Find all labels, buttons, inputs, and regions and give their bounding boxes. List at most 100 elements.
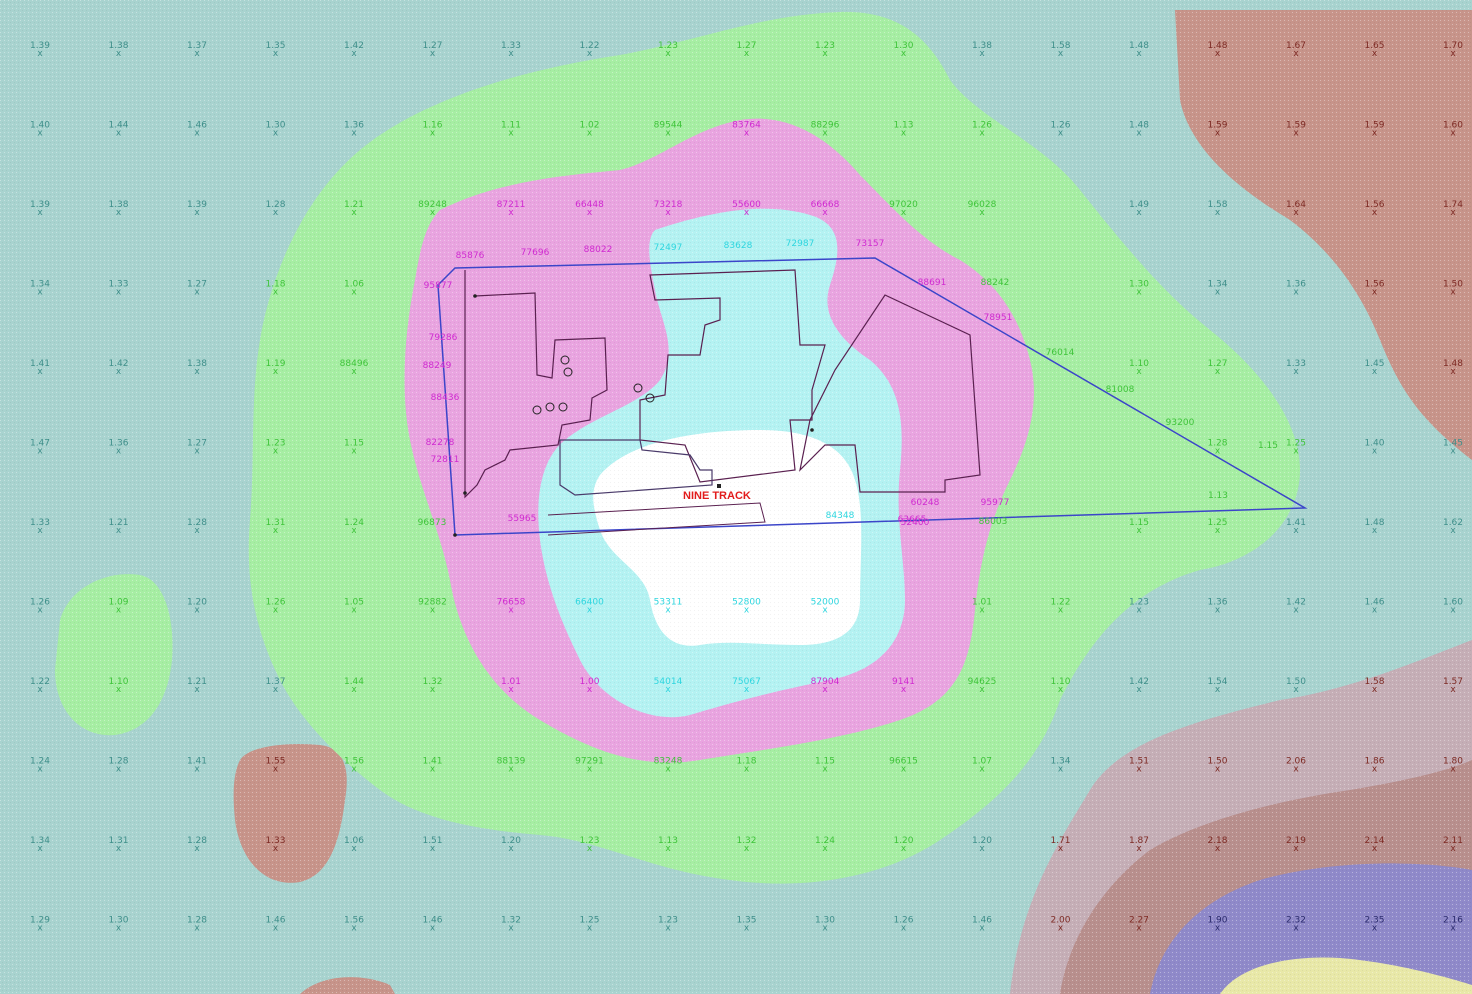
- building-outline-west[interactable]: [464, 270, 608, 499]
- grid-value-label: 1.37: [187, 41, 207, 51]
- grid-tick-mark: x: [979, 844, 985, 854]
- grid-tick-mark: x: [1450, 685, 1456, 695]
- grid-value-label: 1.20: [187, 598, 207, 608]
- grid-value-label: 1.20: [501, 836, 521, 846]
- grid-tick-mark: x: [587, 685, 593, 695]
- grid-value-label: 1.26: [972, 121, 992, 131]
- inner-value-label: 86003: [979, 517, 1008, 527]
- grid-value-label: 66448: [575, 200, 604, 210]
- grid-tick-mark: x: [744, 49, 750, 59]
- grid-value-label: 87904: [811, 677, 840, 687]
- monitor-point[interactable]: [563, 367, 573, 377]
- grid-tick-mark: x: [194, 606, 200, 616]
- grid-value-label: 1.18: [265, 280, 285, 290]
- grid-tick-mark: x: [116, 129, 122, 139]
- grid-tick-mark: x: [1372, 129, 1378, 139]
- grid-value-label: 1.15: [1129, 518, 1149, 528]
- grid-value-label: 1.30: [1129, 280, 1149, 290]
- grid-tick-mark: x: [979, 685, 985, 695]
- monitor-point[interactable]: [532, 405, 542, 415]
- grid-value-label: 1.50: [1443, 280, 1463, 290]
- grid-value-label: 1.42: [1286, 598, 1306, 608]
- site-label[interactable]: NINE TRACK: [683, 490, 751, 502]
- grid-tick-mark: x: [37, 288, 43, 298]
- grid-tick-mark: x: [116, 924, 122, 934]
- grid-value-label: 1.86: [1364, 757, 1384, 767]
- grid-tick-mark: x: [430, 844, 436, 854]
- grid-value-label: 1.65: [1364, 41, 1384, 51]
- grid-value-label: 88496: [340, 359, 369, 369]
- grid-value-label: 1.48: [1443, 359, 1463, 369]
- grid-tick-mark: x: [901, 208, 907, 218]
- grid-tick-mark: x: [508, 208, 514, 218]
- grid-tick-mark: x: [351, 606, 357, 616]
- grid-value-label: 1.05: [344, 598, 364, 608]
- grid-value-label: 2.18: [1207, 836, 1227, 846]
- grid-value-label: 1.56: [344, 916, 364, 926]
- grid-value-label: 1.35: [265, 41, 285, 51]
- building-outline-central[interactable]: [639, 269, 826, 483]
- inner-value-label: 83628: [724, 241, 753, 251]
- grid-value-label: 1.13: [658, 836, 678, 846]
- inner-value-label: 76014: [1046, 348, 1075, 358]
- building-outline-east[interactable]: [799, 294, 981, 493]
- building-outline-inner[interactable]: [559, 439, 713, 496]
- grid-tick-mark: x: [1215, 367, 1221, 377]
- grid-tick-mark: x: [979, 49, 985, 59]
- grid-value-label: 1.38: [972, 41, 992, 51]
- monitor-point[interactable]: [558, 402, 568, 412]
- grid-tick-mark: x: [1136, 129, 1142, 139]
- grid-value-label: 1.51: [1129, 757, 1149, 767]
- grid-tick-mark: x: [901, 844, 907, 854]
- grid-tick-mark: x: [587, 606, 593, 616]
- grid-value-label: 1.28: [187, 916, 207, 926]
- grid-tick-mark: x: [979, 765, 985, 775]
- grid-tick-mark: x: [744, 765, 750, 775]
- grid-tick-mark: x: [1450, 49, 1456, 59]
- grid-value-label: 1.33: [265, 836, 285, 846]
- site-boundary-line[interactable]: [437, 257, 1308, 536]
- grid-tick-mark: x: [1136, 208, 1142, 218]
- grid-value-label: 88296: [811, 121, 840, 131]
- grid-value-label: 1.32: [422, 677, 442, 687]
- grid-tick-mark: x: [116, 367, 122, 377]
- grid-value-label: 1.33: [501, 41, 521, 51]
- inner-value-label: 95977: [981, 498, 1010, 508]
- site-marker[interactable]: [717, 484, 721, 488]
- grid-tick-mark: x: [665, 844, 671, 854]
- grid-tick-mark: x: [901, 685, 907, 695]
- grid-tick-mark: x: [587, 49, 593, 59]
- grid-tick-mark: x: [273, 844, 279, 854]
- grid-tick-mark: x: [273, 924, 279, 934]
- grid-value-label: 1.56: [1364, 280, 1384, 290]
- monitor-point[interactable]: [633, 383, 643, 393]
- grid-tick-mark: x: [1136, 288, 1142, 298]
- grid-tick-mark: x: [37, 765, 43, 775]
- grid-value-label: 1.32: [501, 916, 521, 926]
- vertex-point: [810, 428, 814, 432]
- grid-value-label: 1.39: [30, 200, 50, 210]
- inner-value-label: 77696: [521, 248, 550, 258]
- grid-value-label: 1.71: [1050, 836, 1070, 846]
- grid-value-label: 1.49: [1129, 200, 1149, 210]
- grid-tick-mark: x: [116, 685, 122, 695]
- grid-value-label: 1.50: [1286, 677, 1306, 687]
- grid-value-label: 1.59: [1364, 121, 1384, 131]
- grid-tick-mark: x: [37, 924, 43, 934]
- grid-value-label: 1.15: [344, 439, 364, 449]
- grid-value-label: 1.07: [972, 757, 992, 767]
- grid-value-label: 52800: [732, 598, 761, 608]
- grid-tick-mark: x: [37, 844, 43, 854]
- monitor-point[interactable]: [545, 402, 555, 412]
- grid-tick-mark: x: [194, 367, 200, 377]
- grid-value-label: 1.24: [30, 757, 50, 767]
- monitor-point[interactable]: [645, 393, 655, 403]
- grid-tick-mark: x: [273, 49, 279, 59]
- grid-value-label: 96615: [889, 757, 918, 767]
- grid-tick-mark: x: [665, 924, 671, 934]
- monitor-point[interactable]: [560, 355, 570, 365]
- grid-tick-mark: x: [1136, 765, 1142, 775]
- grid-tick-mark: x: [194, 526, 200, 536]
